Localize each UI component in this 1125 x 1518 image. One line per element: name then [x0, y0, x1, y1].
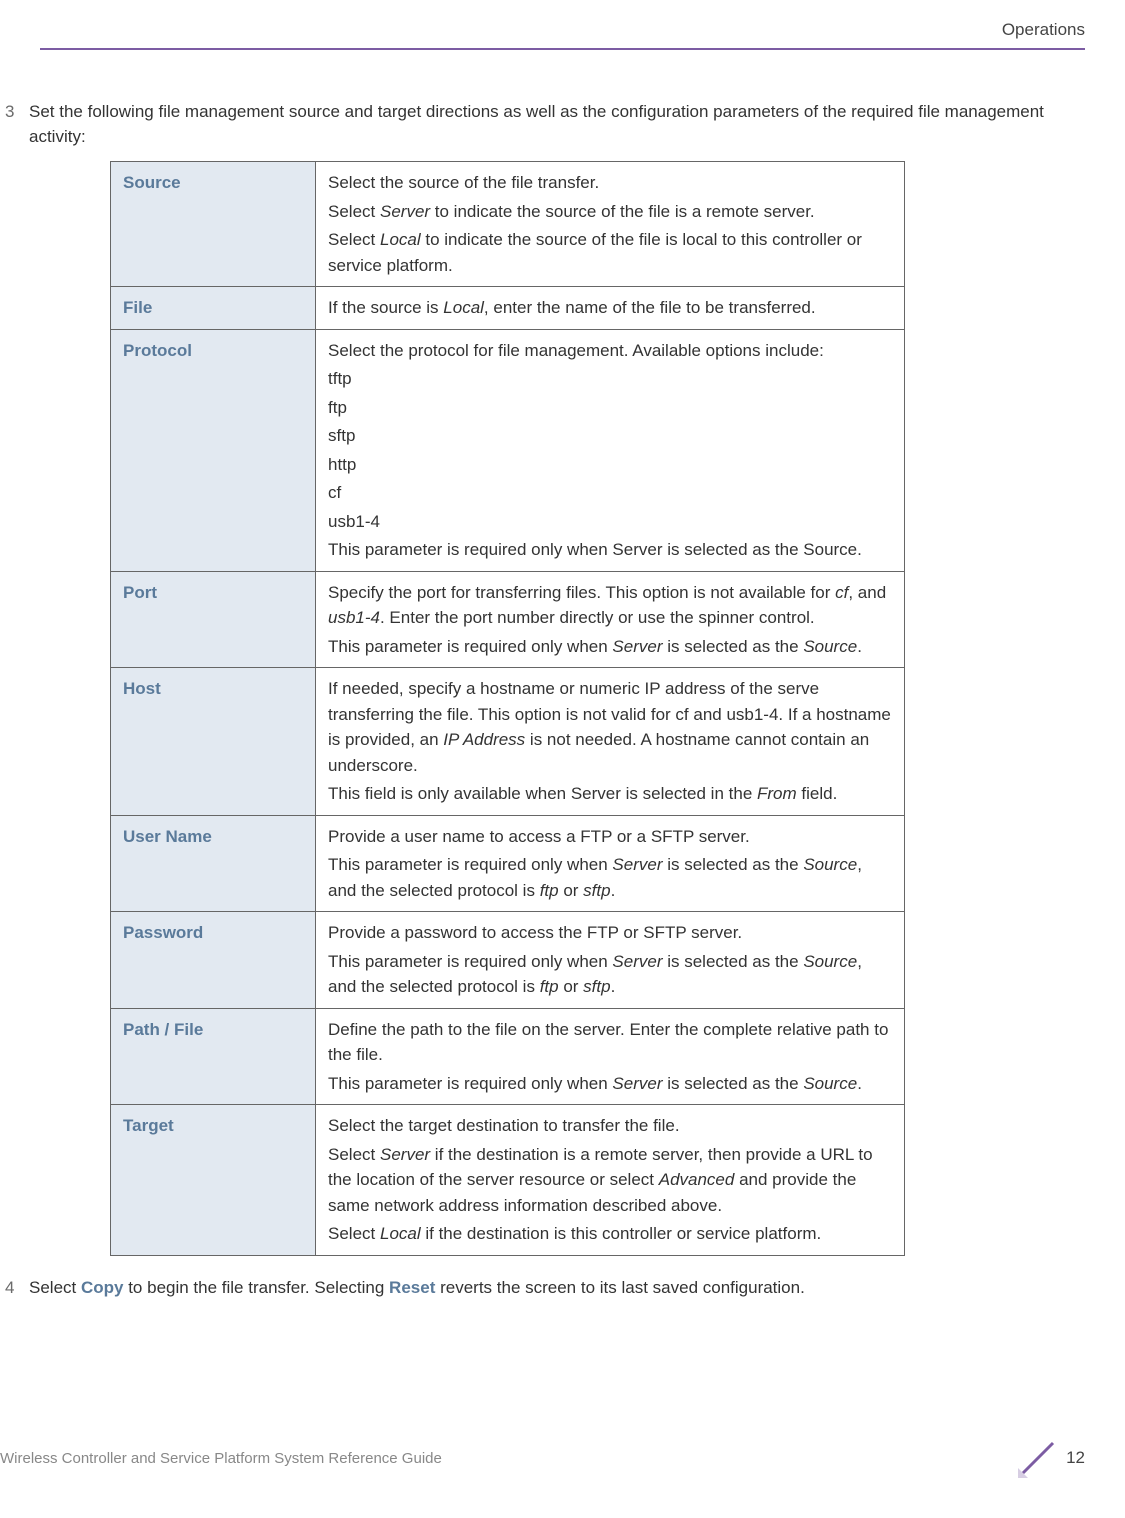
desc-line: http — [328, 452, 892, 478]
desc-line: Select Server to indicate the source of … — [328, 199, 892, 225]
desc-line: Select the source of the file transfer. — [328, 170, 892, 196]
desc-line: Specify the port for transferring files.… — [328, 580, 892, 631]
table-row: Password Provide a password to access the… — [111, 912, 905, 1009]
step4-part3: reverts the screen to its last saved con… — [435, 1278, 804, 1297]
step-number: 4 — [5, 1276, 29, 1301]
section-title: Operations — [40, 20, 1085, 40]
param-description: Specify the port for transferring files.… — [316, 571, 905, 668]
copy-label: Copy — [81, 1278, 124, 1297]
table-row: PortSpecify the port for transferring fi… — [111, 571, 905, 668]
desc-line: Provide a password to access the FTP or … — [328, 920, 892, 946]
param-label: Path / File — [111, 1008, 316, 1105]
param-description: If needed, specify a hostname or numeric… — [316, 668, 905, 816]
step-number: 3 — [5, 100, 29, 149]
param-description: Define the path to the file on the serve… — [316, 1008, 905, 1105]
param-label: Target — [111, 1105, 316, 1256]
param-label: Port — [111, 571, 316, 668]
table-row: HostIf needed, specify a hostname or num… — [111, 668, 905, 816]
step-text: Set the following file management source… — [29, 100, 1095, 149]
param-description: Select the target destination to transfe… — [316, 1105, 905, 1256]
param-description: Provide a user name to access a FTP or a… — [316, 815, 905, 912]
param-label: Protocol — [111, 329, 316, 571]
page-corner-icon — [1018, 1438, 1058, 1478]
desc-line: If needed, specify a hostname or numeric… — [328, 676, 892, 778]
desc-line: Select Local to indicate the source of t… — [328, 227, 892, 278]
footer-title: Wireless Controller and Service Platform… — [0, 1450, 442, 1467]
step-4-row: 4 Select Copy to begin the file transfer… — [0, 1276, 1095, 1301]
page-footer: Wireless Controller and Service Platform… — [0, 1438, 1085, 1478]
step-3-row: 3 Set the following file management sour… — [0, 100, 1095, 149]
step4-part2: to begin the file transfer. Selecting — [123, 1278, 389, 1297]
table-row: Path / FileDefine the path to the file o… — [111, 1008, 905, 1105]
table-row: SourceSelect the source of the file tran… — [111, 162, 905, 287]
reset-label: Reset — [389, 1278, 435, 1297]
desc-line: Select Server if the destination is a re… — [328, 1142, 892, 1219]
desc-line: This parameter is required only when Ser… — [328, 852, 892, 903]
param-label: File — [111, 287, 316, 330]
desc-line: If the source is Local, enter the name o… — [328, 295, 892, 321]
table-row: Target Select the target destination to t… — [111, 1105, 905, 1256]
desc-line: This parameter is required only when Ser… — [328, 1071, 892, 1097]
step4-part1: Select — [29, 1278, 81, 1297]
table-body: SourceSelect the source of the file tran… — [111, 162, 905, 1256]
table-row: User Name Provide a user name to access a… — [111, 815, 905, 912]
main-content: 3 Set the following file management sour… — [0, 60, 1125, 1332]
desc-line: ftp — [328, 395, 892, 421]
param-label: Password — [111, 912, 316, 1009]
table-row: File If the source is Local, enter the na… — [111, 287, 905, 330]
desc-line: This parameter is required only when Ser… — [328, 634, 892, 660]
param-label: User Name — [111, 815, 316, 912]
footer-right: 12 — [1018, 1438, 1085, 1478]
desc-line: This parameter is required only when Ser… — [328, 537, 892, 563]
param-description: If the source is Local, enter the name o… — [316, 287, 905, 330]
header-divider — [40, 48, 1085, 50]
desc-line: tftp — [328, 366, 892, 392]
param-label: Host — [111, 668, 316, 816]
desc-line: Select Local if the destination is this … — [328, 1221, 892, 1247]
step-text: Select Copy to begin the file transfer. … — [29, 1276, 1095, 1301]
table-row: Protocol Select the protocol for file man… — [111, 329, 905, 571]
param-description: Select the protocol for file management.… — [316, 329, 905, 571]
desc-line: Provide a user name to access a FTP or a… — [328, 824, 892, 850]
page-container: Operations 3 Set the following file mana… — [0, 0, 1125, 1518]
parameters-table: SourceSelect the source of the file tran… — [110, 161, 905, 1256]
page-header: Operations — [0, 0, 1125, 60]
param-description: Select the source of the file transfer. S… — [316, 162, 905, 287]
desc-line: This field is only available when Server… — [328, 781, 892, 807]
desc-line: Define the path to the file on the serve… — [328, 1017, 892, 1068]
param-description: Provide a password to access the FTP or … — [316, 912, 905, 1009]
desc-line: Select the target destination to transfe… — [328, 1113, 892, 1139]
desc-line: cf — [328, 480, 892, 506]
desc-line: sftp — [328, 423, 892, 449]
param-label: Source — [111, 162, 316, 287]
desc-line: Select the protocol for file management.… — [328, 338, 892, 364]
desc-line: This parameter is required only when Ser… — [328, 949, 892, 1000]
page-number: 12 — [1066, 1448, 1085, 1468]
desc-line: usb1-4 — [328, 509, 892, 535]
